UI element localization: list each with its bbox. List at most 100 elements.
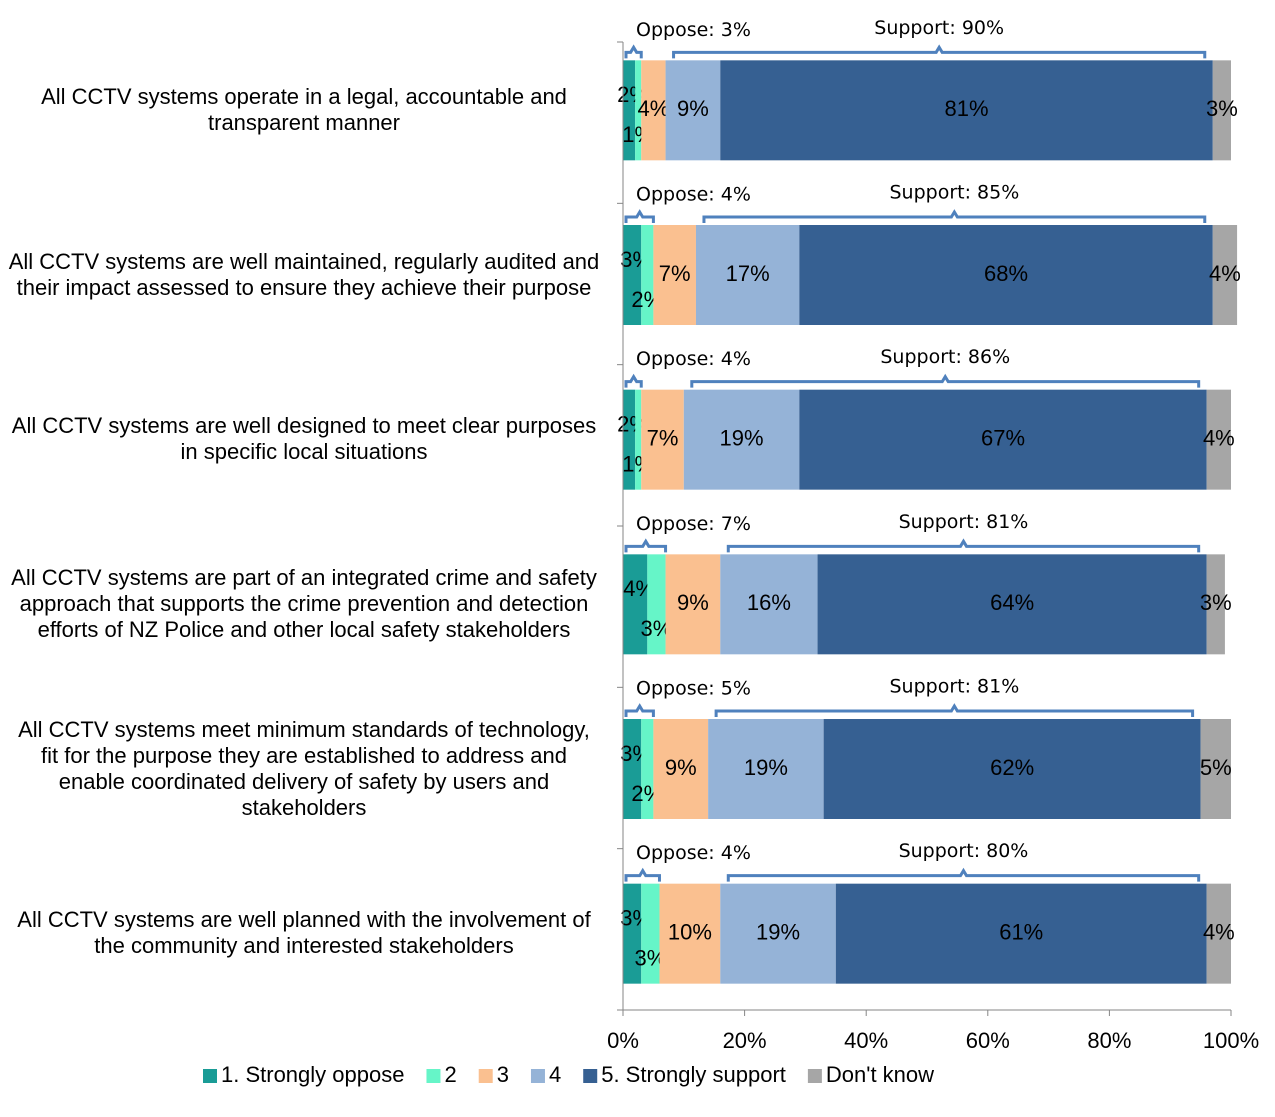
bracket <box>624 538 668 553</box>
category-label: All CCTV systems are part of an integrat… <box>11 565 597 642</box>
bar-segment <box>623 719 642 819</box>
bar-segment <box>623 389 636 490</box>
data-label: 67% <box>981 425 1025 450</box>
bar-segment <box>823 719 1201 819</box>
annotation: Support: 81% <box>899 511 1029 533</box>
bar-segment <box>641 389 684 490</box>
annotation: Oppose: 4% <box>636 348 751 370</box>
data-label: 10% <box>668 919 712 944</box>
bar-segment <box>623 225 642 325</box>
data-label: 3% <box>1200 590 1232 615</box>
annotation: Oppose: 4% <box>636 184 751 206</box>
data-label: 17% <box>726 261 770 286</box>
annotation: Oppose: 4% <box>636 842 751 864</box>
legend-swatch <box>426 1069 441 1083</box>
legend-swatch <box>807 1069 822 1083</box>
annotation: Oppose: 3% <box>636 19 751 41</box>
bar-segment <box>683 389 800 490</box>
bar-segment <box>720 883 836 984</box>
data-label: 7% <box>659 261 691 286</box>
bar-segment <box>1200 719 1231 819</box>
category-label: All CCTV systems operate in a legal, acc… <box>41 84 567 135</box>
bracket <box>726 867 1201 882</box>
bracket <box>624 703 655 717</box>
annotation: Support: 90% <box>874 17 1004 39</box>
x-tick-label: 80% <box>1087 1028 1131 1053</box>
bar-segment <box>720 60 1213 161</box>
data-label: 81% <box>944 96 988 121</box>
data-label: 68% <box>984 261 1028 286</box>
legend-label: 5. Strongly support <box>601 1062 786 1087</box>
x-tick-label: 40% <box>844 1028 888 1053</box>
bar-segment <box>623 60 636 161</box>
annotation: Oppose: 7% <box>636 513 751 535</box>
bar-segment <box>623 883 642 984</box>
legend-swatch <box>478 1069 493 1083</box>
bracket <box>624 373 643 388</box>
bracket <box>726 538 1201 553</box>
bar-segment <box>1206 389 1231 490</box>
annotation: Support: 80% <box>899 840 1029 862</box>
data-label: 64% <box>990 590 1034 615</box>
bar-segment <box>653 225 696 325</box>
bar-segment <box>799 389 1207 490</box>
bar-segment <box>835 883 1207 984</box>
data-label: 9% <box>677 96 709 121</box>
bar-segment <box>635 389 642 490</box>
data-label: 4% <box>1203 425 1235 450</box>
data-label: 7% <box>647 425 679 450</box>
x-tick-label: 60% <box>966 1028 1010 1053</box>
legend-label: 3 <box>497 1062 509 1087</box>
legend-swatch <box>530 1069 545 1083</box>
x-tick-label: 20% <box>723 1028 767 1053</box>
bracket <box>624 209 655 223</box>
bracket <box>624 44 643 59</box>
legend-label: 4 <box>549 1062 561 1087</box>
annotation: Oppose: 5% <box>636 678 751 700</box>
data-label: 4% <box>638 96 670 121</box>
data-label: 9% <box>665 755 697 780</box>
bar-segment <box>665 554 721 655</box>
bar-segment <box>817 554 1207 655</box>
bar-segment <box>695 225 800 325</box>
data-label: 16% <box>747 590 791 615</box>
category-label: All CCTV systems are well maintained, re… <box>8 248 600 300</box>
category-label: All CCTV systems are well designed to me… <box>11 413 597 465</box>
bar-segment <box>1206 883 1231 984</box>
bar-segment <box>635 60 642 161</box>
annotation: Support: 81% <box>889 676 1019 698</box>
data-label: 62% <box>990 755 1034 780</box>
bar-segment <box>623 554 648 655</box>
bar-segment <box>1212 60 1231 161</box>
x-tick-label: 100% <box>1203 1028 1259 1053</box>
bracket <box>714 703 1195 717</box>
category-label: All CCTV systems are well planned with t… <box>17 907 591 959</box>
bar-segment <box>1206 554 1225 655</box>
bar-segment <box>641 225 654 325</box>
bar-segment <box>1212 225 1238 325</box>
bar-segment <box>708 719 824 819</box>
data-label: 19% <box>756 919 800 944</box>
data-label: 4% <box>1203 919 1235 944</box>
bar-segment <box>659 883 721 984</box>
legend-label: Don't know <box>826 1062 934 1087</box>
bar-segment <box>653 719 709 819</box>
bracket <box>690 373 1201 388</box>
bar-segment <box>641 883 660 984</box>
bar-segment <box>720 554 818 655</box>
data-label: 3% <box>1206 96 1238 121</box>
data-label: 19% <box>744 755 788 780</box>
bracket <box>624 867 661 882</box>
legend-label: 1. Strongly oppose <box>221 1062 404 1087</box>
legend-swatch <box>583 1069 598 1083</box>
data-label: 61% <box>999 919 1043 944</box>
bar-segment <box>799 225 1213 325</box>
data-label: 5% <box>1200 755 1232 780</box>
bracket <box>672 44 1207 59</box>
data-label: 19% <box>720 425 764 450</box>
data-label: 9% <box>677 590 709 615</box>
legend-swatch <box>203 1069 217 1083</box>
legend-label: 2 <box>444 1062 456 1087</box>
